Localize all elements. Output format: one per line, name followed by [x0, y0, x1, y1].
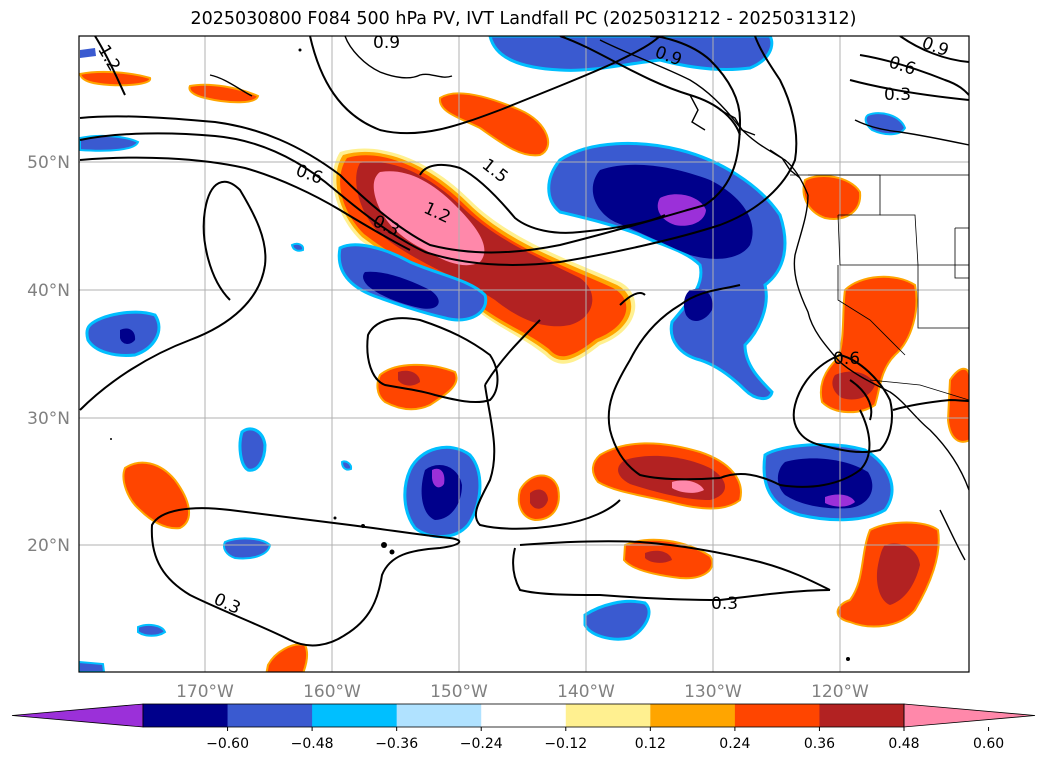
colorbar-outline	[142, 703, 905, 728]
political-boundaries	[790, 174, 969, 401]
colorbar-segment	[312, 704, 398, 727]
map-frame	[78, 35, 970, 673]
lon-label: 140°W	[557, 682, 615, 702]
colorbar-tick-label: −0.24	[460, 736, 503, 752]
colorbar-tick-label: 0.48	[888, 736, 919, 752]
colorbar-ticks: −0.60 −0.48 −0.36 −0.24 −0.12 0.12 0.24 0.36 0.4…	[206, 727, 1004, 752]
colorbar-extend-max	[903, 703, 1036, 728]
colorbar-tick-label: −0.36	[375, 736, 418, 752]
colorbar-segment	[143, 704, 229, 727]
colorbar-segment	[819, 704, 905, 727]
pv-contours	[79, 36, 969, 647]
colorbar-tick-label: −0.60	[206, 736, 249, 752]
lat-label: 50°N	[27, 153, 70, 173]
lon-label: 150°W	[430, 682, 488, 702]
colorbar-segment	[481, 704, 567, 727]
lat-label: 40°N	[27, 281, 70, 301]
lon-label: 130°W	[684, 682, 742, 702]
lon-label: 120°W	[811, 682, 869, 702]
positive-anomaly-shading	[79, 70, 969, 672]
contour-label: 0.3	[711, 594, 738, 614]
colorbar-segments	[11, 703, 1036, 728]
islands	[110, 48, 850, 661]
colorbar-segment	[227, 704, 313, 727]
longitude-labels: 170°W 160°W 150°W 140°W 130°W 120°W	[176, 682, 869, 702]
map-plot-area: 1.2 0.9 0.9 0.9 0.6 0.3 0.6 1.5 1.2 0.3 …	[79, 33, 969, 672]
lat-label: 20°N	[27, 536, 70, 556]
colorbar: −0.60 −0.48 −0.36 −0.24 −0.12 0.12 0.24 0.36 0.4…	[11, 703, 1036, 752]
colorbar-tick-label: 0.12	[635, 736, 666, 752]
map-title: 2025030800 F084 500 hPa PV, IVT Landfall…	[190, 9, 857, 29]
lon-label: 170°W	[176, 682, 234, 702]
colorbar-tick-label: −0.12	[544, 736, 587, 752]
negative-anomaly-shading	[79, 36, 907, 672]
colorbar-segment	[396, 704, 482, 727]
colorbar-extend-min	[11, 703, 144, 728]
colorbar-tick-label: −0.48	[291, 736, 334, 752]
lon-label: 160°W	[303, 682, 361, 702]
colorbar-segment	[734, 704, 820, 727]
lat-label: 30°N	[27, 409, 70, 429]
latitude-labels: 50°N 40°N 30°N 20°N	[27, 153, 70, 556]
contour-label: 0.3	[884, 85, 911, 105]
colorbar-tick-label: 0.60	[973, 736, 1004, 752]
contour-label: 0.6	[833, 349, 860, 369]
colorbar-segment	[650, 704, 736, 727]
colorbar-tick-label: 0.24	[719, 736, 750, 752]
contour-label: 0.9	[373, 33, 400, 53]
colorbar-segment	[565, 704, 651, 727]
colorbar-tick-label: 0.36	[804, 736, 835, 752]
